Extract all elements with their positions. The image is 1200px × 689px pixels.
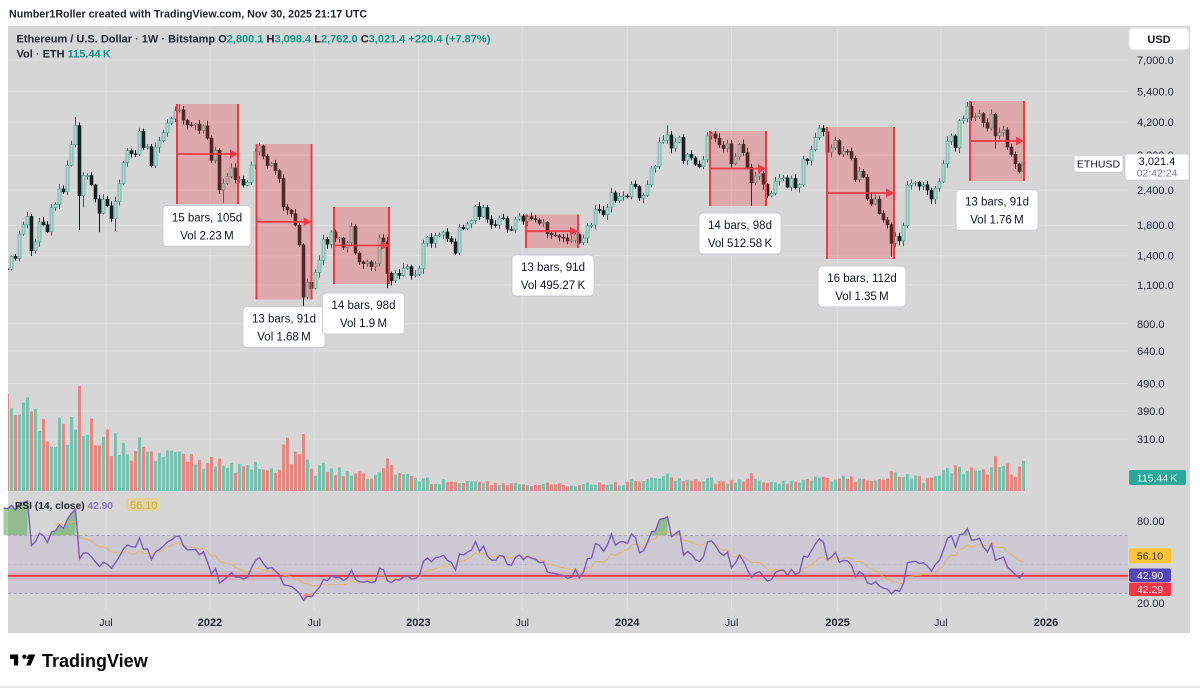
svg-text:3,021.4: 3,021.4 [1139,156,1176,168]
svg-text:2026: 2026 [1034,617,1058,629]
svg-text:02:42:24: 02:42:24 [1137,168,1178,180]
svg-text:RSI (14, close) 42.90: RSI (14, close) 42.90 [15,501,113,512]
svg-text:115.44 K: 115.44 K [1137,473,1177,485]
svg-text:Vol 1.9 M: Vol 1.9 M [340,318,387,330]
svg-text:Jul: Jul [725,617,738,629]
svg-text:13 bars, 91d: 13 bars, 91d [252,314,316,326]
svg-text:14 bars, 98d: 14 bars, 98d [708,220,772,232]
svg-text:2024: 2024 [615,617,640,629]
svg-text:Jul: Jul [308,617,321,629]
svg-text:16 bars, 112d: 16 bars, 112d [827,273,896,285]
svg-text:Vol · ETH 115.44 K: Vol · ETH 115.44 K [17,49,111,61]
svg-text:2023: 2023 [406,617,430,629]
svg-text:USD: USD [1147,34,1170,46]
svg-text:7,000.0: 7,000.0 [1137,55,1174,67]
svg-text:15 bars, 105d: 15 bars, 105d [172,213,242,225]
svg-text:Vol 495.27 K: Vol 495.27 K [521,280,586,292]
svg-text:13 bars, 91d: 13 bars, 91d [965,197,1029,209]
svg-text:490.0: 490.0 [1137,378,1165,390]
svg-text:Ethereum / U.S. Dollar · 1W ·: Ethereum / U.S. Dollar · 1W · Bitstamp O… [17,34,491,46]
svg-text:ETHUSD: ETHUSD [1077,159,1121,171]
svg-text:2025: 2025 [825,617,849,629]
svg-text:2,400.0: 2,400.0 [1137,185,1174,197]
svg-text:TradingView: TradingView [42,651,149,671]
svg-text:2022: 2022 [198,617,222,629]
svg-text:310.0: 310.0 [1137,434,1165,446]
svg-text:Jul: Jul [934,617,947,629]
svg-text:56.10: 56.10 [130,500,158,512]
svg-text:Vol 1.35 M: Vol 1.35 M [835,291,888,303]
svg-text:Vol 1.76 M: Vol 1.76 M [970,215,1023,227]
svg-text:20.00: 20.00 [1137,598,1165,610]
svg-text:56.10: 56.10 [1137,551,1163,563]
svg-text:Vol 2.23 M: Vol 2.23 M [180,231,233,243]
svg-text:Vol 1.68 M: Vol 1.68 M [257,332,310,344]
svg-text:Number1Roller created with Tra: Number1Roller created with TradingView.c… [9,9,367,21]
svg-text:390.0: 390.0 [1137,406,1165,418]
svg-text:80.00: 80.00 [1137,516,1165,528]
svg-text:640.0: 640.0 [1137,346,1165,358]
svg-text:Jul: Jul [99,617,112,629]
svg-text:1,100.0: 1,100.0 [1137,280,1174,292]
svg-text:5,400.0: 5,400.0 [1137,87,1174,99]
svg-text:1,800.0: 1,800.0 [1137,220,1174,232]
svg-text:Jul: Jul [516,617,529,629]
svg-text:42.90: 42.90 [1137,570,1163,582]
svg-text:1,400.0: 1,400.0 [1137,251,1174,263]
svg-text:13 bars, 91d: 13 bars, 91d [521,262,585,274]
svg-text:42.29: 42.29 [1137,584,1163,596]
svg-text:800.0: 800.0 [1137,319,1165,331]
svg-text:4,200.0: 4,200.0 [1137,117,1174,129]
svg-text:Vol 512.58 K: Vol 512.58 K [708,238,773,250]
svg-text:14 bars, 98d: 14 bars, 98d [332,300,396,312]
